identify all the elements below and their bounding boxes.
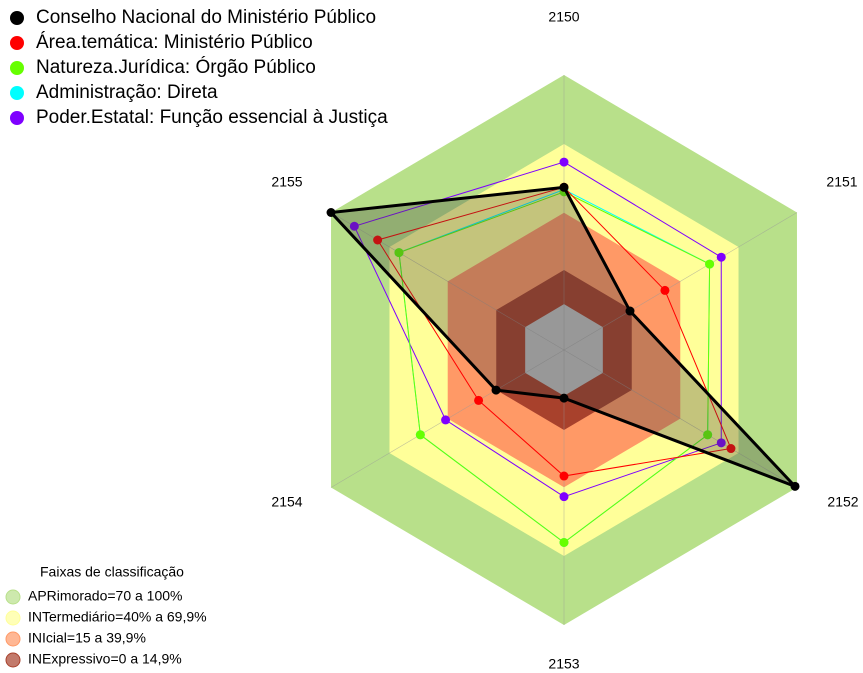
band-legend-label: INExpressivo=0 a 14,9% — [28, 651, 182, 667]
band-legend-label: INIcial=15 a 39,9% — [28, 630, 146, 646]
series-point — [491, 385, 501, 395]
axis-label: 2151 — [826, 174, 857, 190]
series-point — [705, 259, 715, 269]
series-point — [415, 430, 425, 440]
band-legend-marker — [5, 631, 21, 647]
spoke — [330, 212, 565, 351]
legend-marker — [10, 111, 24, 125]
band-legend-marker — [5, 610, 21, 626]
legend-marker — [10, 61, 24, 75]
spoke — [563, 212, 798, 351]
legend-label: Poder.Estatal: Função essencial à Justiç… — [36, 107, 388, 128]
series-point — [726, 444, 736, 454]
legend-label: Natureza.Jurídica: Órgão Público — [36, 56, 316, 78]
series-point — [559, 157, 569, 167]
series-point — [559, 393, 569, 403]
bands-title: Faixas de classificação — [40, 564, 184, 580]
series-point — [474, 395, 484, 405]
series-point — [559, 492, 569, 502]
legend-label: Área.temática: Ministério Público — [36, 32, 313, 53]
legend-marker — [10, 11, 24, 25]
series-point — [559, 538, 569, 547]
legend-marker — [10, 36, 24, 50]
axis-label: 2150 — [548, 9, 579, 25]
band-legend-marker — [5, 589, 21, 605]
band-legend-marker — [5, 652, 21, 668]
legend-label: Conselho Nacional do Ministério Público — [36, 7, 376, 28]
axis-label: 2154 — [271, 494, 302, 510]
spoke — [563, 349, 798, 488]
band-legend-label: APRimorado=70 a 100% — [28, 588, 183, 604]
series-point — [559, 182, 569, 192]
series-point — [349, 221, 359, 231]
legend-label: Administração: Direta — [36, 82, 218, 103]
series-point — [625, 306, 635, 316]
series-point — [373, 235, 383, 245]
band-legend-label: INTermediário=40% a 69,9% — [28, 609, 207, 625]
series-point — [716, 252, 726, 262]
series-point — [790, 481, 800, 491]
axis-label: 2153 — [548, 656, 579, 672]
series-point — [703, 430, 713, 440]
series-point — [394, 248, 404, 258]
series-point — [559, 471, 569, 481]
axis-label: 2152 — [827, 494, 858, 510]
legend-marker — [10, 86, 24, 100]
series-point — [716, 438, 726, 448]
series-point — [660, 285, 670, 295]
axis-label: 2155 — [271, 174, 302, 190]
series-point — [326, 208, 336, 217]
series-point — [441, 415, 451, 425]
